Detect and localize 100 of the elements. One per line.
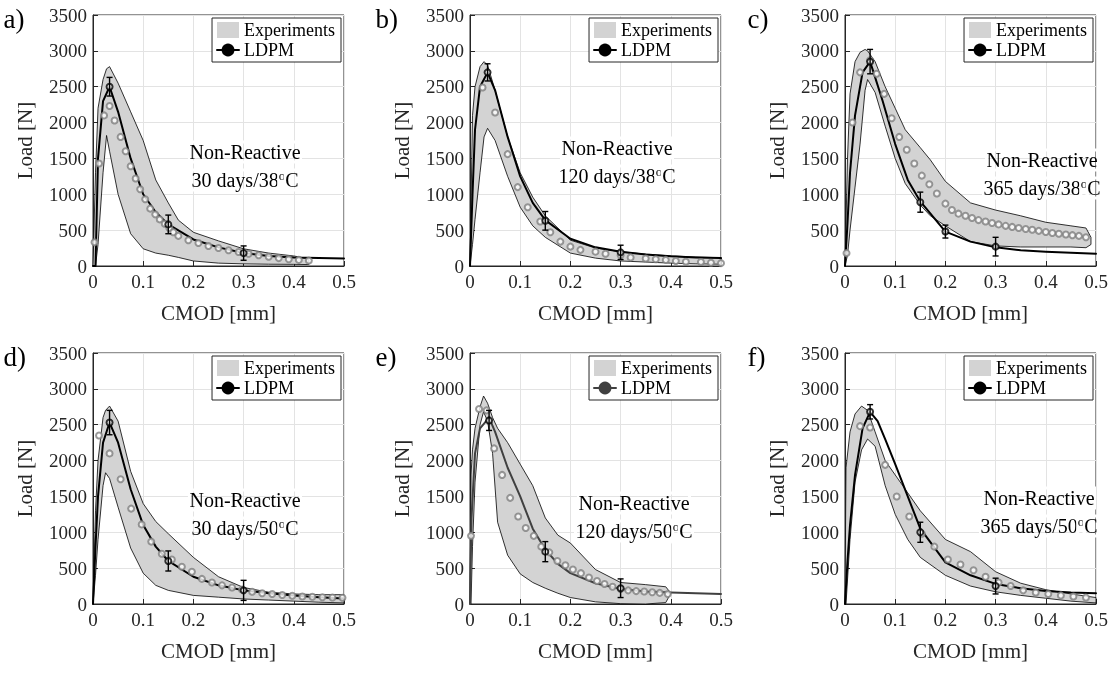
y-tick-label: 1500 — [426, 485, 464, 507]
y-axis-title: Load [N] — [764, 101, 789, 180]
y-tick-label: 500 — [58, 219, 87, 241]
x-tick-label: 0.1 — [131, 271, 156, 292]
x-axis-title: CMOD [mm] — [161, 638, 276, 663]
x-tick-label: 0.3 — [231, 609, 256, 630]
y-tick-label: 1000 — [49, 183, 87, 205]
x-tick-label: 0.3 — [608, 271, 633, 292]
y-tick-label: 3000 — [801, 378, 839, 400]
y-tick-label: 3000 — [49, 40, 87, 62]
y-tick-label: 2500 — [49, 76, 87, 98]
annotation: Non-Reactive — [189, 489, 301, 511]
x-tick-label: 0.5 — [709, 609, 733, 630]
x-tick-label: 0.1 — [508, 609, 533, 630]
text: d) — [3, 342, 26, 372]
x-tick-label: 0.3 — [608, 609, 633, 630]
y-axis-title: Load [N] — [764, 439, 789, 518]
y-tick-label: 0 — [77, 255, 87, 277]
text: c) — [747, 4, 769, 34]
annotation: Non-Reactive — [986, 149, 1098, 171]
annotation: Non-Reactive — [578, 492, 690, 514]
x-tick-label: 0.4 — [658, 271, 684, 292]
y-tick-label: 2500 — [801, 76, 839, 98]
x-tick-label: 0.5 — [1084, 271, 1108, 292]
y-tick-label: 1500 — [801, 485, 839, 507]
y-tick-label: 1500 — [801, 147, 839, 169]
y-tick-label: 0 — [454, 255, 464, 277]
x-tick-label: 0.1 — [883, 609, 908, 630]
legend-label: LDPM — [996, 40, 1047, 60]
x-axis-title: CMOD [mm] — [913, 638, 1028, 663]
x-axis-title: CMOD [mm] — [538, 300, 653, 325]
y-tick-label: 2000 — [49, 450, 87, 472]
x-tick-label: 0.4 — [1033, 271, 1059, 292]
x-tick-label: 0.2 — [181, 271, 206, 292]
y-tick-label: 500 — [810, 219, 839, 241]
text: b) — [375, 4, 398, 34]
legend-label: LDPM — [996, 378, 1047, 398]
x-axis-title: CMOD [mm] — [161, 300, 276, 325]
x-tick-label: 0.5 — [709, 271, 733, 292]
y-tick-label: 2000 — [801, 450, 839, 472]
y-tick-label: 3500 — [49, 4, 87, 26]
y-tick-label: 3500 — [49, 342, 87, 364]
y-tick-label: 1000 — [426, 183, 464, 205]
y-axis-title: Load [N] — [12, 101, 37, 180]
text: f) — [747, 342, 766, 372]
y-tick-label: 2500 — [49, 414, 87, 436]
text: a) — [3, 4, 25, 34]
y-tick-label: 3000 — [426, 378, 464, 400]
y-tick-label: 3000 — [426, 40, 464, 62]
x-axis-title: CMOD [mm] — [913, 300, 1028, 325]
x-tick-label: 0.4 — [1033, 609, 1059, 630]
x-tick-label: 0.2 — [933, 271, 958, 292]
x-tick-label: 0.1 — [131, 609, 156, 630]
y-tick-label: 500 — [810, 557, 839, 579]
y-tick-label: 1500 — [49, 485, 87, 507]
y-tick-label: 0 — [454, 593, 464, 615]
y-tick-label: 2500 — [426, 76, 464, 98]
legend-label: Experiments — [244, 20, 336, 40]
annotation: Non-Reactive — [189, 141, 301, 163]
y-tick-label: 2500 — [426, 414, 464, 436]
x-tick-label: 0.5 — [332, 609, 356, 630]
y-tick-label: 500 — [435, 557, 464, 579]
legend-label: Experiments — [996, 358, 1088, 378]
y-tick-label: 500 — [58, 557, 87, 579]
x-tick-label: 0.1 — [883, 271, 908, 292]
x-tick-label: 0.2 — [558, 271, 583, 292]
x-tick-label: 0.5 — [332, 271, 356, 292]
x-tick-label: 0.1 — [508, 271, 533, 292]
y-tick-label: 3500 — [801, 342, 839, 364]
y-tick-label: 3000 — [801, 40, 839, 62]
legend-label: Experiments — [621, 20, 713, 40]
y-tick-label: 1000 — [49, 521, 87, 543]
legend-label: Experiments — [244, 358, 336, 378]
x-tick-label: 0.4 — [658, 609, 684, 630]
y-tick-label: 2000 — [426, 112, 464, 134]
x-tick-label: 0.3 — [231, 271, 256, 292]
y-tick-label: 0 — [77, 593, 87, 615]
y-tick-label: 2000 — [49, 112, 87, 134]
annotation: Non-Reactive — [983, 487, 1095, 509]
x-tick-label: 0.3 — [983, 271, 1008, 292]
y-tick-label: 1000 — [426, 521, 464, 543]
legend-label: LDPM — [621, 40, 672, 60]
x-tick-label: 0.2 — [181, 609, 206, 630]
legend-label: Experiments — [621, 358, 713, 378]
x-axis-title: CMOD [mm] — [538, 638, 653, 663]
x-tick-label: 0.2 — [558, 609, 583, 630]
x-tick-label: 0.4 — [281, 609, 307, 630]
y-tick-label: 1000 — [801, 183, 839, 205]
legend-label: LDPM — [621, 378, 672, 398]
y-tick-label: 3500 — [801, 4, 839, 26]
y-tick-label: 3500 — [426, 4, 464, 26]
x-tick-label: 0.5 — [1084, 609, 1108, 630]
y-tick-label: 2000 — [801, 112, 839, 134]
y-axis-title: Load [N] — [12, 439, 37, 518]
y-axis-title: Load [N] — [389, 439, 414, 518]
x-tick-label: 0.4 — [281, 271, 307, 292]
y-tick-label: 3500 — [426, 342, 464, 364]
y-tick-label: 1500 — [426, 147, 464, 169]
x-tick-label: 0.2 — [933, 609, 958, 630]
legend-label: LDPM — [244, 378, 295, 398]
